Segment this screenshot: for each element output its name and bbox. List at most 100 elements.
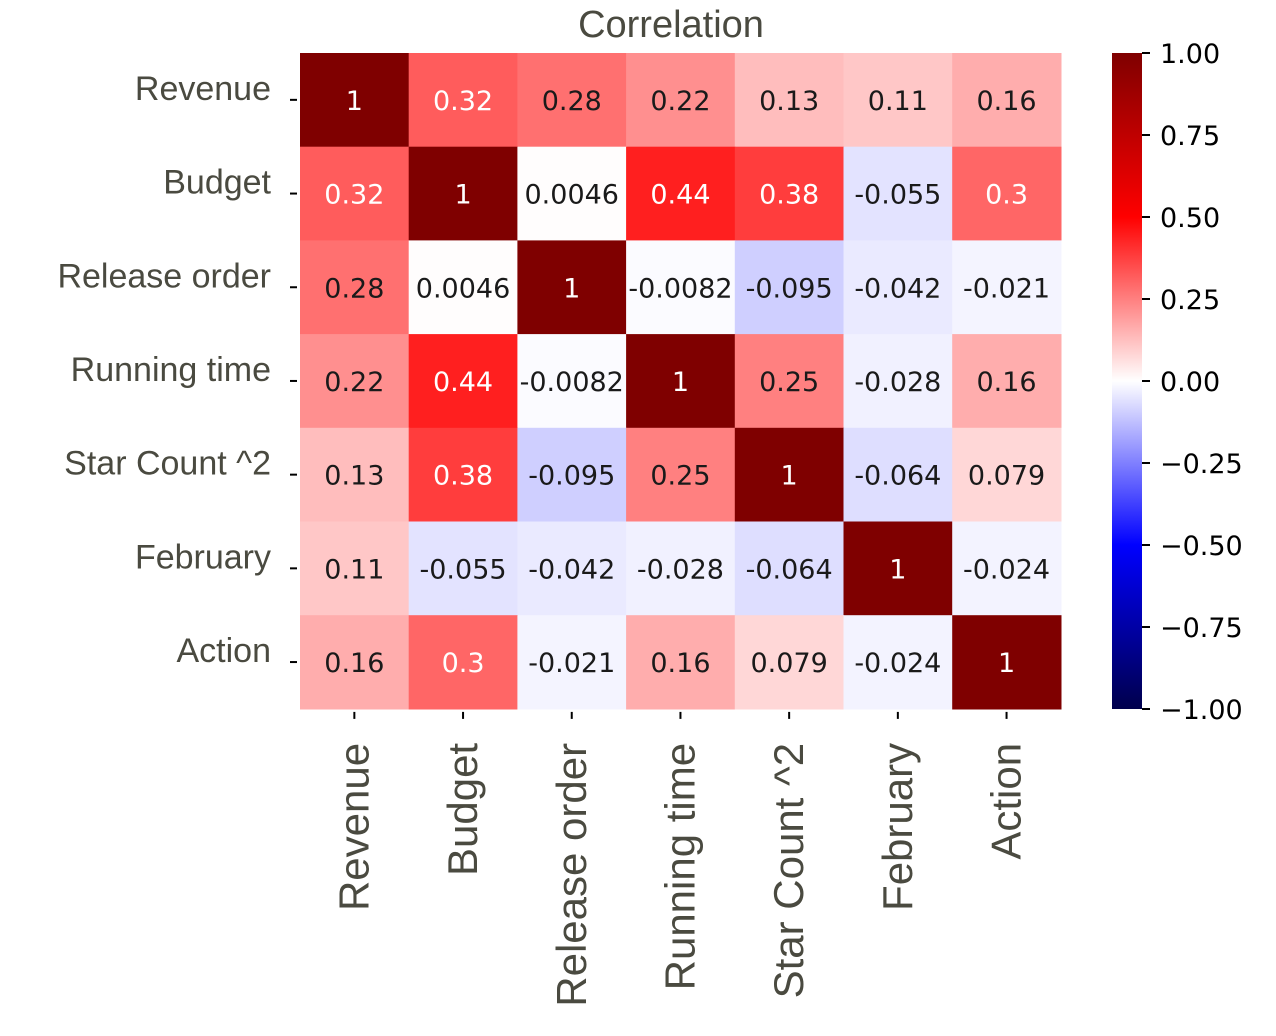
cell-value-label: -0.055 — [420, 554, 507, 585]
row-label: Release order — [57, 257, 271, 295]
colorbar-tick-label: 0.75 — [1160, 121, 1220, 152]
colorbar-tick-label: −1.00 — [1160, 695, 1243, 726]
heatmap-cell — [952, 521, 1062, 616]
cell-value-label: 0.13 — [759, 86, 819, 117]
heatmap-cell — [300, 240, 410, 335]
heatmap-cell — [843, 240, 953, 335]
cell-value-label: 0.079 — [968, 461, 1045, 492]
heatmap-cell — [626, 521, 736, 616]
cell-value-label: 1 — [889, 554, 906, 585]
heatmap-cell — [517, 615, 627, 710]
cell-value-label: -0.0082 — [628, 273, 732, 304]
cell-value-label: 0.28 — [324, 273, 384, 304]
cell-value-label: 0.44 — [433, 367, 493, 398]
cell-value-label: 0.32 — [324, 180, 384, 211]
cell-value-label: 1 — [672, 367, 689, 398]
heatmap-cell — [300, 427, 410, 523]
cell-value-label: 0.13 — [324, 461, 384, 492]
colorbar: 1.00 0.75 0.50 0.25 0.00 −0.25 −0.50 −0.75 −1.00 — [1112, 39, 1243, 726]
cell-value-label: -0.042 — [854, 273, 941, 304]
heatmap-cell — [626, 615, 736, 710]
cell-value-label: 0.16 — [976, 367, 1036, 398]
heatmap-cell — [408, 146, 518, 241]
heatmap-cell — [952, 146, 1062, 241]
cell-value-label: 0.079 — [751, 648, 828, 679]
heatmap-cell — [408, 615, 518, 710]
heatmap-cell — [734, 615, 845, 710]
cell-value-label: 0.3 — [442, 648, 485, 679]
cell-value-label: -0.021 — [528, 648, 615, 679]
heatmap-cell — [300, 53, 410, 148]
heatmap-cell — [300, 521, 410, 616]
heatmap-cell — [843, 521, 953, 616]
column-label: Star Count ^2 — [765, 743, 812, 999]
cell-value-label: 0.22 — [650, 86, 710, 117]
heatmap-cell — [626, 53, 736, 148]
cell-value-label: 0.25 — [759, 367, 819, 398]
colorbar-tick-label: −0.25 — [1160, 449, 1243, 480]
chart-title: Correlation — [578, 4, 764, 46]
heatmap-cell — [952, 53, 1062, 148]
cell-value-label: -0.028 — [854, 367, 941, 398]
heatmap-cell — [408, 240, 518, 335]
heatmap-cell — [734, 427, 845, 523]
heatmap-cell — [408, 521, 518, 616]
column-label: February — [874, 743, 921, 911]
cell-value-label: 0.16 — [324, 648, 384, 679]
cell-value-label: -0.095 — [528, 461, 615, 492]
cell-value-label: 0.11 — [324, 554, 384, 585]
column-label: Action — [983, 743, 1030, 860]
cell-value-label: 0.44 — [650, 180, 710, 211]
heatmap-cell — [408, 427, 518, 523]
heatmap-cell — [626, 334, 736, 429]
colorbar-gradient — [1112, 53, 1142, 709]
cell-value-label: 0.3 — [985, 180, 1028, 211]
heatmap-cell — [843, 427, 953, 523]
heatmap-cell — [408, 334, 518, 429]
cell-value-label: -0.024 — [963, 554, 1050, 585]
heatmap-cell — [408, 53, 518, 148]
column-label: Running time — [656, 743, 703, 990]
heatmap-cell — [517, 240, 627, 335]
cell-value-label: 0.22 — [324, 367, 384, 398]
heatmap-cell — [517, 146, 627, 241]
heatmap-cell — [843, 334, 953, 429]
column-labels: Revenue Budget Release order Running time St… — [330, 711, 1030, 1007]
cell-value-label: -0.055 — [854, 180, 941, 211]
heatmap-cell — [734, 521, 845, 616]
heatmap-cell — [952, 334, 1062, 429]
cell-value-label: 1 — [563, 273, 580, 304]
heatmap-cell — [517, 53, 627, 148]
colorbar-tick-label: −0.75 — [1160, 613, 1243, 644]
heatmap-cell — [843, 53, 953, 148]
cell-value-label: -0.028 — [637, 554, 724, 585]
cell-value-label: -0.095 — [746, 273, 833, 304]
cell-value-label: 0.25 — [650, 461, 710, 492]
heatmap-cells: 1 0.32 0.28 0.22 0.13 0.11 0.16 0.32 1 0.0046 0.44… — [300, 53, 1062, 710]
column-label: Revenue — [330, 743, 377, 911]
cell-value-label: 0.32 — [433, 86, 493, 117]
heatmap-cell — [300, 146, 410, 241]
row-label: February — [135, 538, 271, 576]
cell-value-label: 0.16 — [650, 648, 710, 679]
cell-value-label: 0.0046 — [416, 273, 510, 304]
heatmap-cell — [626, 427, 736, 523]
heatmap-cell — [517, 334, 627, 429]
cell-value-label: -0.021 — [963, 273, 1050, 304]
cell-value-label: 1 — [346, 86, 363, 117]
cell-value-label: 0.38 — [433, 461, 493, 492]
heatmap-cell — [300, 615, 410, 710]
heatmap-cell — [734, 53, 845, 148]
column-label: Budget — [439, 743, 486, 876]
row-label: Budget — [163, 164, 271, 202]
cell-value-label: 0.11 — [868, 86, 928, 117]
cell-value-label: -0.024 — [854, 648, 941, 679]
heatmap-cell — [734, 334, 845, 429]
row-label: Action — [177, 632, 272, 670]
cell-value-label: 1 — [454, 180, 471, 211]
cell-value-label: -0.042 — [528, 554, 615, 585]
cell-value-label: 0.28 — [542, 86, 602, 117]
row-label: Star Count ^2 — [64, 445, 271, 483]
heatmap-cell — [734, 240, 845, 335]
